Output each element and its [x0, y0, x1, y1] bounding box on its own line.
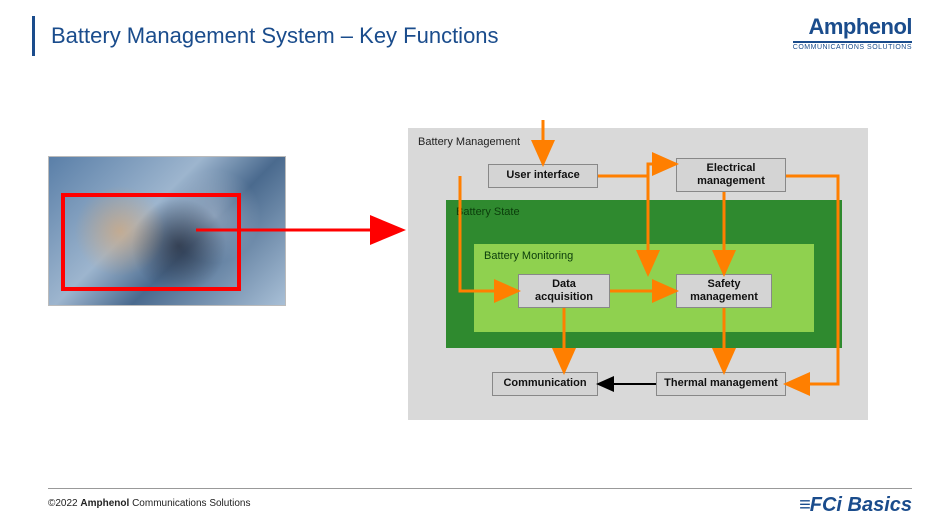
fci-stripes-icon: ≡ — [799, 494, 806, 516]
node-thermal-management: Thermal management — [656, 372, 786, 396]
node-user-interface: User interface — [488, 164, 598, 188]
title-bar: Battery Management System – Key Function… — [32, 16, 499, 56]
label-battery-monitoring: Battery Monitoring — [484, 250, 573, 262]
node-electrical-management: Electrical management — [676, 158, 786, 192]
battery-photo — [48, 156, 286, 306]
label-battery-state: Battery State — [456, 206, 520, 218]
brand-name: Amphenol — [793, 14, 912, 43]
node-data-acquisition: Data acquisition — [518, 274, 610, 308]
copyright-suffix: Communications Solutions — [129, 498, 250, 509]
fci-logo: ≡FCi Basics — [799, 494, 912, 517]
page-title: Battery Management System – Key Function… — [51, 23, 499, 49]
copyright-brand: Amphenol — [80, 498, 129, 509]
brand-sub: COMMUNICATIONS SOLUTIONS — [793, 44, 912, 51]
highlight-rect — [61, 193, 241, 291]
footer-rule — [48, 488, 912, 489]
node-safety-management: Safety management — [676, 274, 772, 308]
fci-text: FCi Basics — [810, 494, 912, 516]
copyright-prefix: ©2022 — [48, 498, 80, 509]
brand-logo: Amphenol COMMUNICATIONS SOLUTIONS — [793, 14, 912, 51]
label-battery-management: Battery Management — [418, 136, 520, 148]
bms-diagram: Battery Management Battery State Battery… — [408, 128, 868, 420]
copyright: ©2022 Amphenol Communications Solutions — [48, 498, 250, 509]
node-communication: Communication — [492, 372, 598, 396]
